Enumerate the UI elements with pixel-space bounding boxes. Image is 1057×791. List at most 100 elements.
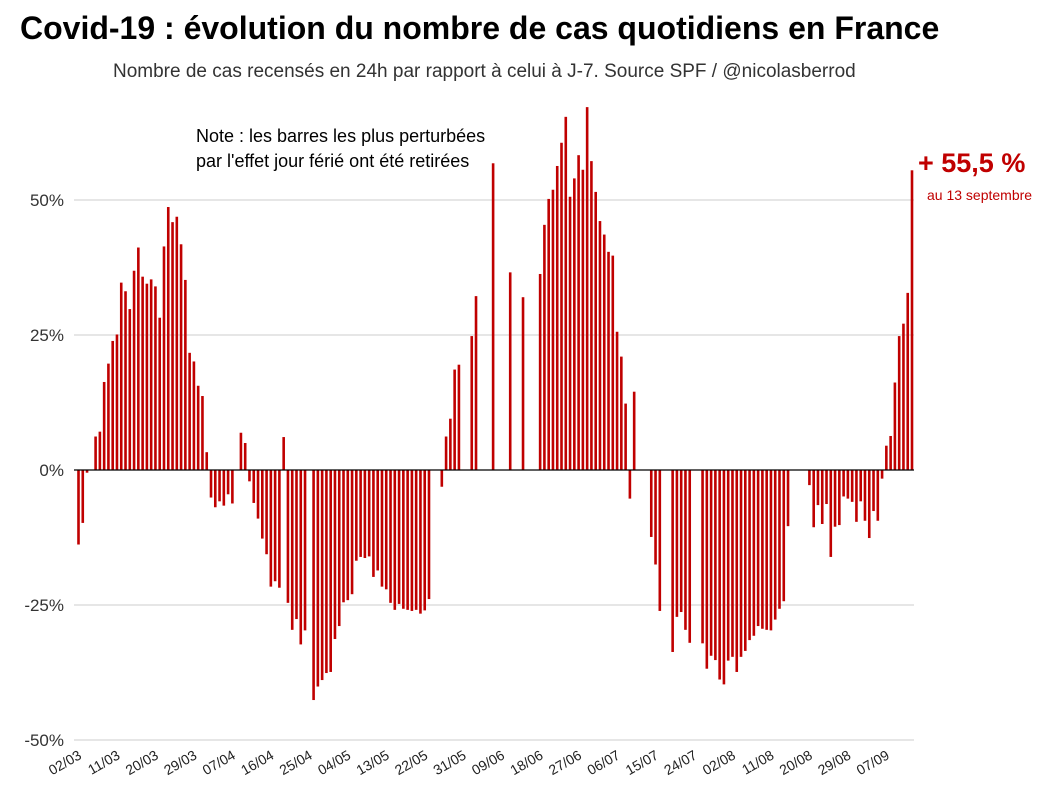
bar: [679, 470, 683, 613]
bar: [406, 470, 409, 610]
bar: [252, 470, 256, 503]
bar: [355, 470, 358, 561]
bar: [166, 207, 170, 470]
bar: [859, 470, 863, 502]
bar: [81, 470, 85, 523]
bar: [98, 431, 102, 470]
bar: [115, 334, 119, 470]
bar: [380, 470, 384, 587]
bar: [735, 470, 739, 672]
bar: [543, 224, 546, 470]
bar: [560, 142, 563, 470]
bar: [192, 361, 196, 470]
x-tick-label: 07/04: [200, 747, 239, 778]
bar: [885, 445, 888, 470]
x-tick-label: 07/09: [854, 747, 893, 778]
bar: [765, 470, 768, 630]
chart-subtitle: Nombre de cas recensés en 24h par rappor…: [113, 61, 856, 82]
bar: [876, 470, 880, 521]
y-tick-label: 25%: [30, 326, 64, 345]
bar: [538, 273, 542, 470]
y-tick-label: 0%: [39, 461, 64, 480]
bar: [410, 470, 414, 611]
bar: [470, 336, 474, 470]
bar: [179, 244, 183, 470]
bar: [175, 216, 179, 470]
bar: [577, 155, 580, 470]
bar: [701, 470, 704, 644]
bar: [752, 470, 756, 636]
bar: [222, 470, 226, 506]
bar: [628, 470, 632, 499]
bar: [367, 470, 371, 557]
x-tick-label: 20/03: [123, 747, 162, 778]
bar: [453, 369, 456, 470]
bar: [427, 470, 431, 600]
bar: [594, 191, 597, 470]
bar: [248, 470, 251, 482]
bar: [722, 470, 726, 685]
bar: [444, 436, 448, 470]
bar: [731, 470, 734, 657]
bar: [107, 363, 110, 470]
x-tick-label: 20/08: [777, 747, 816, 778]
x-axis-ticks: 02/03 11/03 20/03 29/03 07/04 16/04 25/04 04/05…: [46, 747, 892, 778]
bar: [889, 435, 892, 470]
bar: [611, 255, 615, 470]
bar: [239, 432, 243, 470]
bar: [299, 470, 303, 645]
x-tick-label: 02/03: [46, 747, 85, 778]
bar: [607, 251, 610, 470]
bar: [397, 470, 401, 604]
bar: [620, 356, 623, 470]
bar: [282, 437, 285, 470]
x-tick-label: 09/06: [469, 747, 508, 778]
bar: [320, 470, 324, 681]
bar: [243, 443, 247, 470]
bar: [748, 470, 751, 641]
bar: [709, 470, 713, 656]
bar: [312, 470, 315, 701]
bar: [867, 470, 871, 539]
bar: [555, 165, 559, 471]
bar: [564, 116, 568, 470]
bar: [654, 470, 657, 565]
bar: [231, 470, 234, 504]
bar: [171, 222, 174, 470]
bar: [350, 470, 354, 595]
bar: [337, 470, 341, 627]
bar: [102, 381, 106, 470]
bar: [325, 470, 328, 674]
chart-title: Covid-19 : évolution du nombre de cas qu…: [20, 10, 940, 46]
bar: [684, 470, 687, 630]
bar-series: [77, 107, 914, 701]
bar: [149, 279, 153, 470]
bar: [551, 189, 555, 471]
bar: [910, 170, 914, 471]
bar: [290, 470, 294, 630]
x-tick-label: 25/04: [276, 747, 315, 778]
bar: [77, 470, 80, 545]
bar: [94, 436, 97, 470]
bar: [508, 272, 512, 470]
bar: [389, 470, 392, 603]
x-tick-label: 22/05: [392, 747, 431, 778]
bar: [786, 470, 790, 527]
chart-note: Note : les barres les plus perturbées pa…: [196, 124, 485, 174]
bar: [303, 470, 307, 631]
bar: [111, 340, 114, 470]
bar: [872, 470, 875, 512]
x-tick-label: 11/08: [739, 747, 777, 778]
bar: [812, 470, 815, 528]
bar: [201, 396, 204, 470]
bar: [342, 470, 345, 603]
bar: [363, 470, 367, 559]
x-tick-label: 27/06: [546, 747, 585, 778]
bar: [273, 470, 277, 582]
bar: [598, 221, 602, 470]
x-tick-label: 18/06: [507, 747, 546, 778]
bar: [359, 470, 362, 557]
bar: [833, 470, 837, 527]
bar: [521, 297, 525, 470]
